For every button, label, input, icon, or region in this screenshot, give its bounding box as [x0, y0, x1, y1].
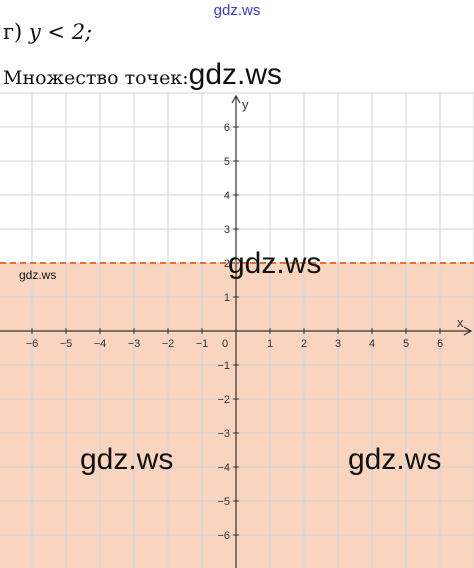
set-caption-row: Множество точек:gdz.ws [3, 58, 282, 92]
task-statement: г) y < 2; [3, 20, 92, 44]
y-tick-label: −2 [217, 394, 230, 406]
x-tick-label: 3 [335, 338, 341, 350]
x-tick-label: 5 [403, 338, 409, 350]
small-left-watermark: gdz.ws [19, 268, 57, 282]
y-tick-label: −6 [217, 530, 230, 542]
y-tick-label: −1 [217, 360, 230, 372]
x-tick-label: −5 [60, 338, 73, 350]
y-tick-label: 2 [224, 258, 230, 270]
tick-labels-layer: 0 −6 −5 −4 −3 −2 −1 1 2 3 4 5 6 6 5 4 3 2 1 −1 −2 −3 −4 −5 −6 [26, 122, 443, 542]
x-tick-label: 1 [267, 338, 273, 350]
x-tick-label: −3 [128, 338, 141, 350]
y-tick-label: −3 [217, 428, 230, 440]
center-watermark: gdz.ws [228, 247, 322, 280]
bottom-right-watermark: gdz.ws [348, 443, 442, 476]
y-axis-label: y [242, 97, 249, 112]
task-label: г) [3, 20, 23, 44]
solution-region [0, 263, 474, 568]
y-tick-label: 3 [224, 224, 230, 236]
y-tick-label: 4 [224, 190, 230, 202]
set-caption: Множество точек: [3, 67, 189, 89]
y-axis-arrow [231, 94, 241, 104]
top-watermark: gdz.ws [213, 2, 261, 19]
y-tick-label: 1 [224, 292, 230, 304]
x-tick-label: −4 [94, 338, 107, 350]
x-tick-label: −1 [196, 338, 209, 350]
y-tick-label: −5 [217, 496, 230, 508]
inline-watermark: gdz.ws [188, 58, 283, 91]
axes-layer: xy [0, 94, 473, 568]
bottom-left-watermark: gdz.ws [80, 443, 174, 476]
x-tick-label: −2 [162, 338, 175, 350]
x-tick-label: 2 [301, 338, 307, 350]
x-tick-label: −6 [26, 338, 39, 350]
origin-label: 0 [222, 338, 228, 350]
x-axis-label: x [457, 315, 464, 330]
x-tick-label: 4 [369, 338, 375, 350]
y-tick-label: −4 [217, 462, 230, 474]
y-tick-label: 5 [224, 156, 230, 168]
y-tick-label: 6 [224, 122, 230, 134]
shaded-region-layer [0, 263, 474, 568]
x-axis-arrow [463, 326, 473, 336]
inequality: y < 2; [28, 20, 93, 44]
x-tick-label: 6 [437, 338, 443, 350]
